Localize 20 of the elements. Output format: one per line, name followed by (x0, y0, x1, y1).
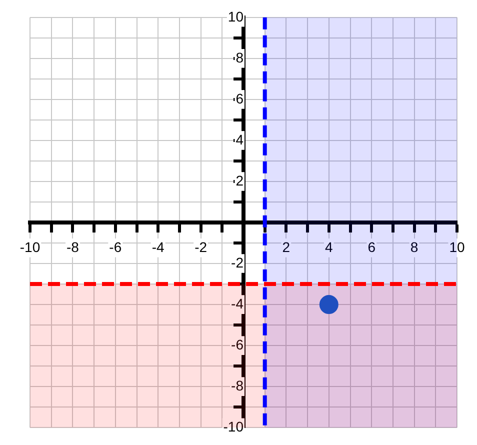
y-tick-label: -10 (223, 418, 244, 434)
y-tick-label: -8 (231, 377, 244, 394)
x-tick-label: -8 (66, 238, 80, 255)
y-tick-label: -6 (231, 336, 244, 352)
x-tick-label: -10 (20, 238, 40, 255)
x-tick-label: 4 (325, 238, 333, 255)
x-tick-label: -4 (152, 238, 165, 255)
y-tick-label: 8 (236, 49, 244, 66)
x-tick-label: 2 (282, 238, 290, 255)
y-tick-label: 2 (236, 172, 244, 188)
y-tick-label: 6 (236, 90, 244, 106)
x-tick-label: 8 (410, 238, 418, 255)
x-tick-label: -6 (109, 238, 122, 255)
x-tick-label: 6 (368, 238, 376, 255)
y-tick-label: -4 (231, 295, 244, 312)
y-tick-label: -2 (231, 254, 244, 270)
y-tick-label: 10 (228, 8, 244, 24)
x-tick-label: 10 (449, 238, 465, 255)
y-tick-label: 4 (236, 131, 244, 148)
x-tick-label: -2 (194, 238, 208, 255)
